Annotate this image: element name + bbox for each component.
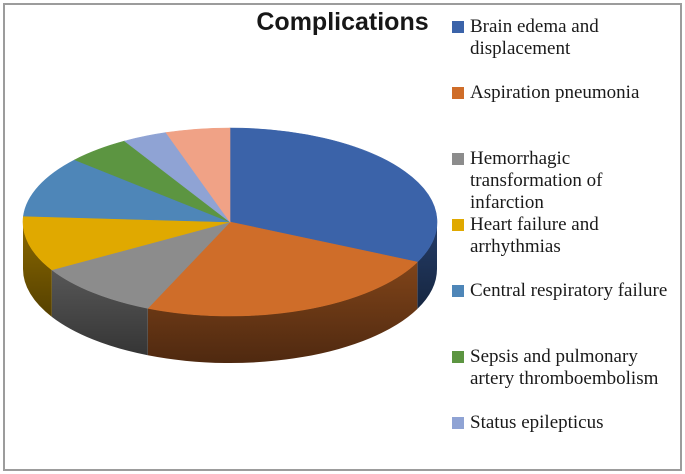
pie-slice-hemorrhagic-transformation-of-infarction-side: [51, 269, 148, 356]
legend-label: Hemorrhagic transformation of infarction: [470, 148, 603, 213]
pie-slice-aspiration-pneumonia[interactable]: [147, 221, 418, 317]
legend-label: Sepsis and pulmonary artery thromboembol…: [470, 346, 659, 389]
legend-marker-sepsis-and-pulmonary-artery-thromboembolism: [452, 351, 464, 363]
legend-marker-central-respiratory-failure: [452, 285, 464, 297]
pie-slice-unlabeled-7[interactable]: [165, 127, 231, 223]
legend-entry-central-respiratory-failure[interactable]: Central respiratory failure: [452, 280, 674, 302]
chart-legend: Brain edema and displacement Aspiration p…: [452, 0, 678, 474]
pie-slice-heart-failure-and-arrhythmias-side: [23, 222, 52, 317]
pie-slice-brain-edema-and-displacement-side: [417, 222, 437, 310]
legend-marker-aspiration-pneumonia: [452, 87, 464, 99]
pie-slice-central-respiratory-failure[interactable]: [23, 159, 231, 223]
chart-title: Complications: [256, 8, 429, 36]
legend-entry-aspiration-pneumonia[interactable]: Aspiration pneumonia: [452, 82, 674, 104]
legend-marker-hemorrhagic-transformation-of-infarction: [452, 153, 464, 165]
legend-label: Aspiration pneumonia: [470, 82, 640, 103]
legend-entry-hemorrhagic-transformation-of-infarction[interactable]: Hemorrhagic transformation of infarction: [452, 148, 674, 214]
pie-slice-brain-edema-and-displacement[interactable]: [229, 127, 438, 263]
legend-marker-heart-failure-and-arrhythmias: [452, 219, 464, 231]
pie-slice-aspiration-pneumonia-side: [147, 262, 418, 364]
legend-label: Heart failure and arrhythmias: [470, 214, 599, 257]
legend-marker-status-epilepticus: [452, 417, 464, 429]
legend-entry-brain-edema-and-displacement[interactable]: Brain edema and displacement: [452, 16, 674, 60]
legend-entry-status-epilepticus[interactable]: Status epilepticus: [452, 412, 674, 434]
pie-slice-heart-failure-and-arrhythmias[interactable]: [22, 215, 231, 271]
legend-label: Status epilepticus: [470, 412, 604, 433]
legend-marker-brain-edema-and-displacement: [452, 21, 464, 33]
legend-entry-sepsis-and-pulmonary-artery-thromboembolism[interactable]: Sepsis and pulmonary artery thromboembol…: [452, 346, 674, 390]
legend-entry-heart-failure-and-arrhythmias[interactable]: Heart failure and arrhythmias: [452, 214, 674, 258]
legend-label: Brain edema and displacement: [470, 16, 599, 59]
legend-label: Central respiratory failure: [470, 280, 668, 301]
pie-slice-hemorrhagic-transformation-of-infarction[interactable]: [51, 221, 231, 309]
